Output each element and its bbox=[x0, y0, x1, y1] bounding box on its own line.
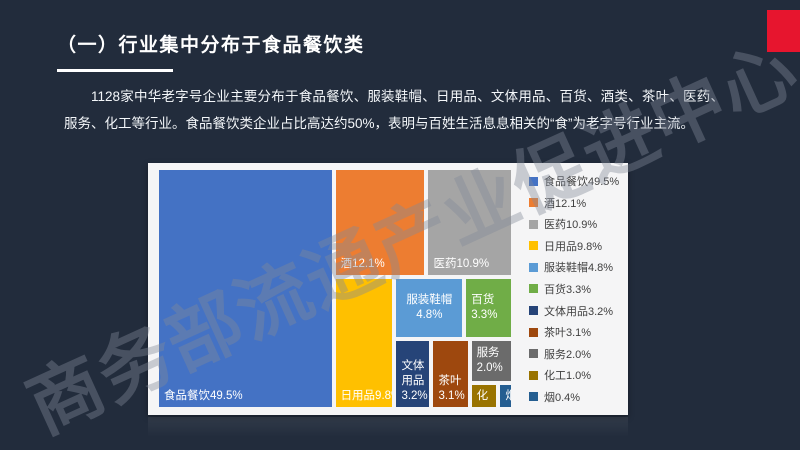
treemap-block-label: 3.2% bbox=[401, 389, 428, 402]
legend-label: 食品餐饮49.5% bbox=[544, 176, 620, 188]
treemap-block-label: 4.8% bbox=[416, 309, 443, 321]
treemap-block-label: 服务 bbox=[476, 346, 500, 359]
treemap-block-label: 茶叶 bbox=[438, 374, 462, 387]
treemap-block-服务: 服务 2.0% bbox=[469, 338, 513, 383]
treemap-block-化工: 化 bbox=[469, 382, 499, 409]
legend-label: 化工1.0% bbox=[544, 370, 592, 383]
treemap-block-医药: 医药10.9% bbox=[426, 168, 513, 278]
legend-swatch bbox=[529, 198, 538, 208]
legend-label: 烟0.4% bbox=[544, 391, 581, 404]
legend-swatch bbox=[529, 306, 538, 316]
treemap-chart: 食品餐饮49.5% 酒12.1% 医药10.9% 日用品9.8% 服装鞋帽 4.8% 百货 3… bbox=[148, 163, 628, 415]
treemap-block-label: 食品餐饮49.5% bbox=[164, 390, 243, 402]
treemap-plot: 食品餐饮49.5% 酒12.1% 医药10.9% 日用品9.8% 服装鞋帽 4.8% 百货 3… bbox=[157, 168, 513, 409]
legend-item-食品餐饮: 食品餐饮49.5% bbox=[529, 173, 623, 189]
legend-label: 服装鞋帽4.8% bbox=[544, 262, 614, 275]
treemap-block-酒: 酒12.1% bbox=[333, 168, 427, 278]
legend-swatch bbox=[529, 349, 538, 359]
treemap-block-label: 文体 bbox=[401, 359, 425, 372]
legend-item-医药: 医药10.9% bbox=[529, 216, 623, 232]
legend-item-服务: 服务2.0% bbox=[529, 346, 623, 362]
treemap-block-label: 3.3% bbox=[471, 309, 498, 321]
legend-swatch bbox=[529, 176, 538, 186]
treemap-block-label: 百货 bbox=[471, 294, 495, 306]
legend-swatch bbox=[529, 284, 538, 294]
treemap-block-label: 化 bbox=[476, 389, 489, 402]
legend-label: 文体用品3.2% bbox=[544, 305, 614, 318]
legend-label: 酒12.1% bbox=[544, 197, 587, 210]
legend-item-服装鞋帽: 服装鞋帽4.8% bbox=[529, 259, 623, 275]
legend-label: 日用品9.8% bbox=[544, 240, 603, 253]
legend-swatch bbox=[529, 370, 538, 380]
legend-label: 百货3.3% bbox=[544, 283, 592, 296]
treemap-block-日用品: 日用品9.8% bbox=[333, 277, 395, 409]
legend-swatch bbox=[529, 392, 538, 402]
treemap-block-label: 日用品9.8% bbox=[340, 389, 393, 402]
treemap-block-label: 3.1% bbox=[438, 389, 465, 402]
legend-item-烟: 烟0.4% bbox=[529, 389, 623, 405]
page-title: （一）行业集中分布于食品餐饮类 bbox=[57, 35, 365, 56]
body-paragraph: 1128家中华老字号企业主要分布于食品餐饮、服装鞋帽、日用品、文体用品、百货、酒… bbox=[64, 89, 724, 131]
legend-item-化工: 化工1.0% bbox=[529, 367, 623, 383]
treemap-block-label: 用品 bbox=[401, 374, 425, 387]
legend-item-日用品: 日用品9.8% bbox=[529, 238, 623, 254]
legend-item-文体用品: 文体用品3.2% bbox=[529, 303, 623, 319]
chart-legend: 食品餐饮49.5% 酒12.1% 医药10.9% 日用品9.8% 服装鞋帽4.8% 百货3… bbox=[529, 173, 623, 405]
treemap-block-label: 服装鞋帽 bbox=[406, 294, 453, 306]
legend-item-茶叶: 茶叶3.1% bbox=[529, 324, 623, 340]
legend-label: 服务2.0% bbox=[544, 348, 592, 361]
treemap-block-服装鞋帽: 服装鞋帽 4.8% bbox=[394, 277, 465, 339]
legend-swatch bbox=[529, 262, 538, 272]
legend-swatch bbox=[529, 327, 538, 337]
legend-item-百货: 百货3.3% bbox=[529, 281, 623, 297]
treemap-block-烟: 烟 bbox=[498, 382, 513, 409]
legend-label: 茶叶3.1% bbox=[544, 327, 592, 340]
treemap-block-label: 烟 bbox=[505, 389, 511, 404]
treemap-block-label: 2.0% bbox=[476, 361, 503, 374]
treemap-block-食品餐饮: 食品餐饮49.5% bbox=[157, 168, 334, 409]
treemap-block-茶叶: 茶叶 3.1% bbox=[431, 338, 470, 409]
legend-swatch bbox=[529, 241, 538, 251]
legend-item-酒: 酒12.1% bbox=[529, 195, 623, 211]
legend-label: 医药10.9% bbox=[544, 219, 598, 232]
treemap-block-label: 酒12.1% bbox=[340, 258, 385, 271]
treemap-block-文体用品: 文体用品 3.2% bbox=[394, 338, 432, 409]
treemap-block-百货: 百货 3.3% bbox=[464, 277, 513, 339]
treemap-block-label: 医药10.9% bbox=[433, 258, 490, 271]
accent-square bbox=[767, 10, 800, 52]
panel-reflection bbox=[148, 417, 628, 437]
legend-swatch bbox=[529, 219, 538, 229]
title-underline bbox=[57, 69, 173, 72]
